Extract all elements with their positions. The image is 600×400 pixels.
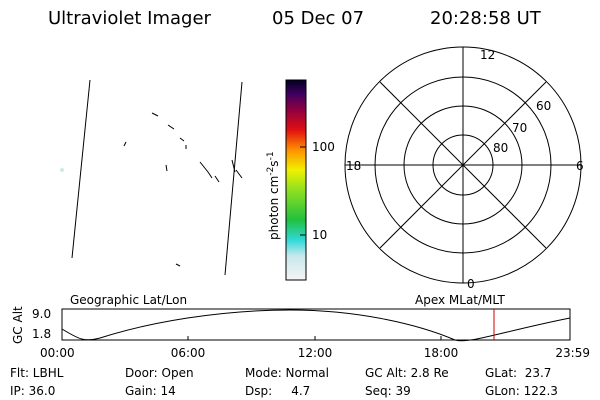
x-tick-label: 23:59 xyxy=(555,346,590,360)
instrument: Ultraviolet Imager xyxy=(48,8,212,29)
hour-label: 6 xyxy=(576,159,584,173)
footer-field: Mode: Normal xyxy=(245,366,329,380)
footer-field: Dsp: 4.7 xyxy=(245,384,310,398)
unit: photon cm xyxy=(267,176,281,240)
exponent: -2 xyxy=(266,167,276,176)
image-panel xyxy=(60,79,243,276)
hour-label: 0 xyxy=(467,277,475,291)
y-tick-label: 1.8 xyxy=(32,327,51,341)
hour-label: 12 xyxy=(480,48,495,62)
unit: s xyxy=(267,160,281,166)
plot-title: Apex MLat/MLT xyxy=(415,293,505,307)
colorbar-tick-label: 10 xyxy=(312,228,327,242)
lat-label: 70 xyxy=(512,121,527,135)
colorbar-tick-label: 100 xyxy=(312,140,335,154)
time: 20:28:58 UT xyxy=(430,8,542,29)
lat-label: 80 xyxy=(493,141,508,155)
y-axis-label: GC Alt xyxy=(11,306,25,344)
footer-field: Flt: LBHL xyxy=(10,366,64,380)
colorbar-label: photon cm-2s-1 xyxy=(266,151,281,240)
x-tick-label: 12:00 xyxy=(298,346,333,360)
x-tick-label: 00:00 xyxy=(40,346,75,360)
plot-title: Geographic Lat/Lon xyxy=(70,293,187,307)
footer-field: GC Alt: 2.8 Re xyxy=(365,366,449,380)
footer-field: GLat: 23.7 xyxy=(485,366,551,380)
footer-field: Gain: 14 xyxy=(125,384,176,398)
lat-label: 60 xyxy=(536,99,551,113)
exponent: -1 xyxy=(266,151,276,160)
colorbar xyxy=(285,79,307,281)
x-tick-label: 06:00 xyxy=(171,346,206,360)
x-tick-label: 18:00 xyxy=(424,346,459,360)
footer: Flt: LBHL Door: Open Mode: Normal GC Alt: 2… xyxy=(10,366,558,398)
footer-field: GLon: 122.3 xyxy=(485,384,558,398)
footer-field: Door: Open xyxy=(125,366,194,380)
polar-grid xyxy=(344,46,582,284)
date: 05 Dec 07 xyxy=(272,8,364,29)
footer-field: IP: 36.0 xyxy=(10,384,55,398)
altitude-curve xyxy=(61,309,571,342)
y-tick-label: 9.0 xyxy=(32,307,51,321)
x-ticks: 00:00 06:00 12:00 18:00 23:59 xyxy=(40,336,590,360)
altitude-plot-frame xyxy=(61,308,571,341)
footer-field: Seq: 39 xyxy=(365,384,411,398)
hour-label: 18 xyxy=(346,159,361,173)
